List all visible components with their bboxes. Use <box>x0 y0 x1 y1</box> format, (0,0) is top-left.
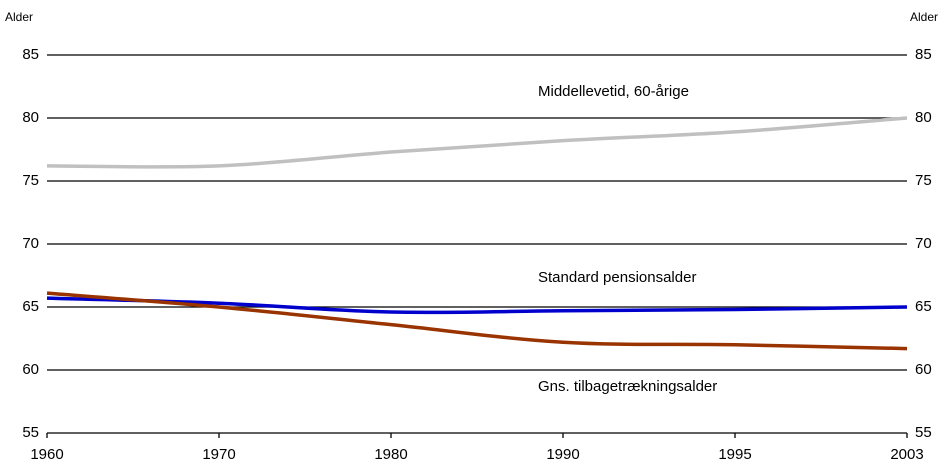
y-axis-label: Alder <box>5 10 33 24</box>
y2-tick-label: 85 <box>915 46 932 63</box>
series-label: Gns. tilbagetrækningsalder <box>538 378 717 395</box>
y-tick-label: 55 <box>22 424 39 441</box>
y2-tick-label: 80 <box>915 109 932 126</box>
series-label: Middellevetid, 60-årige <box>538 83 689 100</box>
x-tick-label: 2003 <box>890 446 923 463</box>
y2-tick-label: 65 <box>915 298 932 315</box>
y-tick-label: 70 <box>22 235 39 252</box>
y-tick-label: 85 <box>22 46 39 63</box>
x-tick-label: 1990 <box>546 446 579 463</box>
series-line <box>46 296 908 315</box>
x-tick-label: 1995 <box>718 446 751 463</box>
y2-tick-label: 60 <box>915 361 932 378</box>
y2-axis-label: Alder <box>910 10 938 24</box>
y-tick-label: 60 <box>22 361 39 378</box>
y-tick-label: 75 <box>22 172 39 189</box>
x-tick-label: 1980 <box>374 446 407 463</box>
series-line <box>46 116 908 169</box>
x-tick-label: 1960 <box>30 446 63 463</box>
y2-tick-label: 55 <box>915 424 932 441</box>
y2-tick-label: 70 <box>915 235 932 252</box>
y-tick-label: 65 <box>22 298 39 315</box>
x-tick-label: 1970 <box>202 446 235 463</box>
series-label: Standard pensionsalder <box>538 269 696 286</box>
y-tick-label: 80 <box>22 109 39 126</box>
y2-tick-label: 75 <box>915 172 932 189</box>
series-line <box>46 291 908 351</box>
